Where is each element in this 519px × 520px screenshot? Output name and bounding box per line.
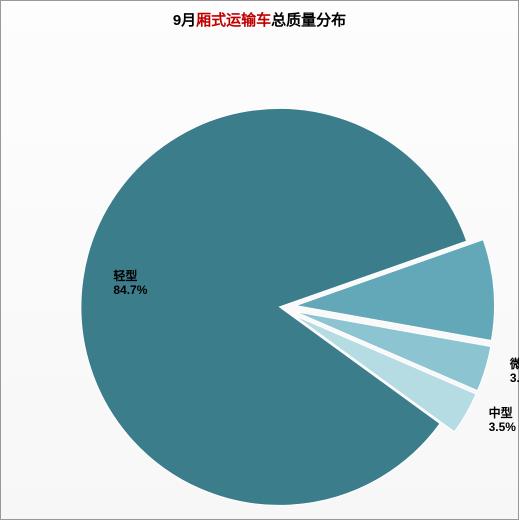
- slice-label: 微型3.7%: [510, 358, 519, 386]
- title-prefix: 9月: [173, 12, 196, 29]
- slice-name: 中型: [489, 407, 516, 421]
- slice-percent: 3.5%: [489, 421, 516, 435]
- pie-chart-container: 9月厢式运输车总质量分布 轻型84.7%重型8.2%微型3.7%中型3.5%: [0, 0, 519, 520]
- slice-label: 中型3.5%: [489, 407, 516, 435]
- pie-chart-svg: [1, 30, 519, 510]
- title-highlight: 厢式运输车: [196, 12, 271, 29]
- slice-percent: 84.7%: [113, 284, 147, 298]
- slice-name: 微型: [510, 358, 519, 372]
- slice-name: 轻型: [113, 270, 147, 284]
- slice-label: 轻型84.7%: [113, 270, 147, 298]
- chart-title: 9月厢式运输车总质量分布: [1, 1, 518, 30]
- slice-percent: 3.7%: [510, 372, 519, 386]
- title-suffix: 总质量分布: [271, 12, 346, 29]
